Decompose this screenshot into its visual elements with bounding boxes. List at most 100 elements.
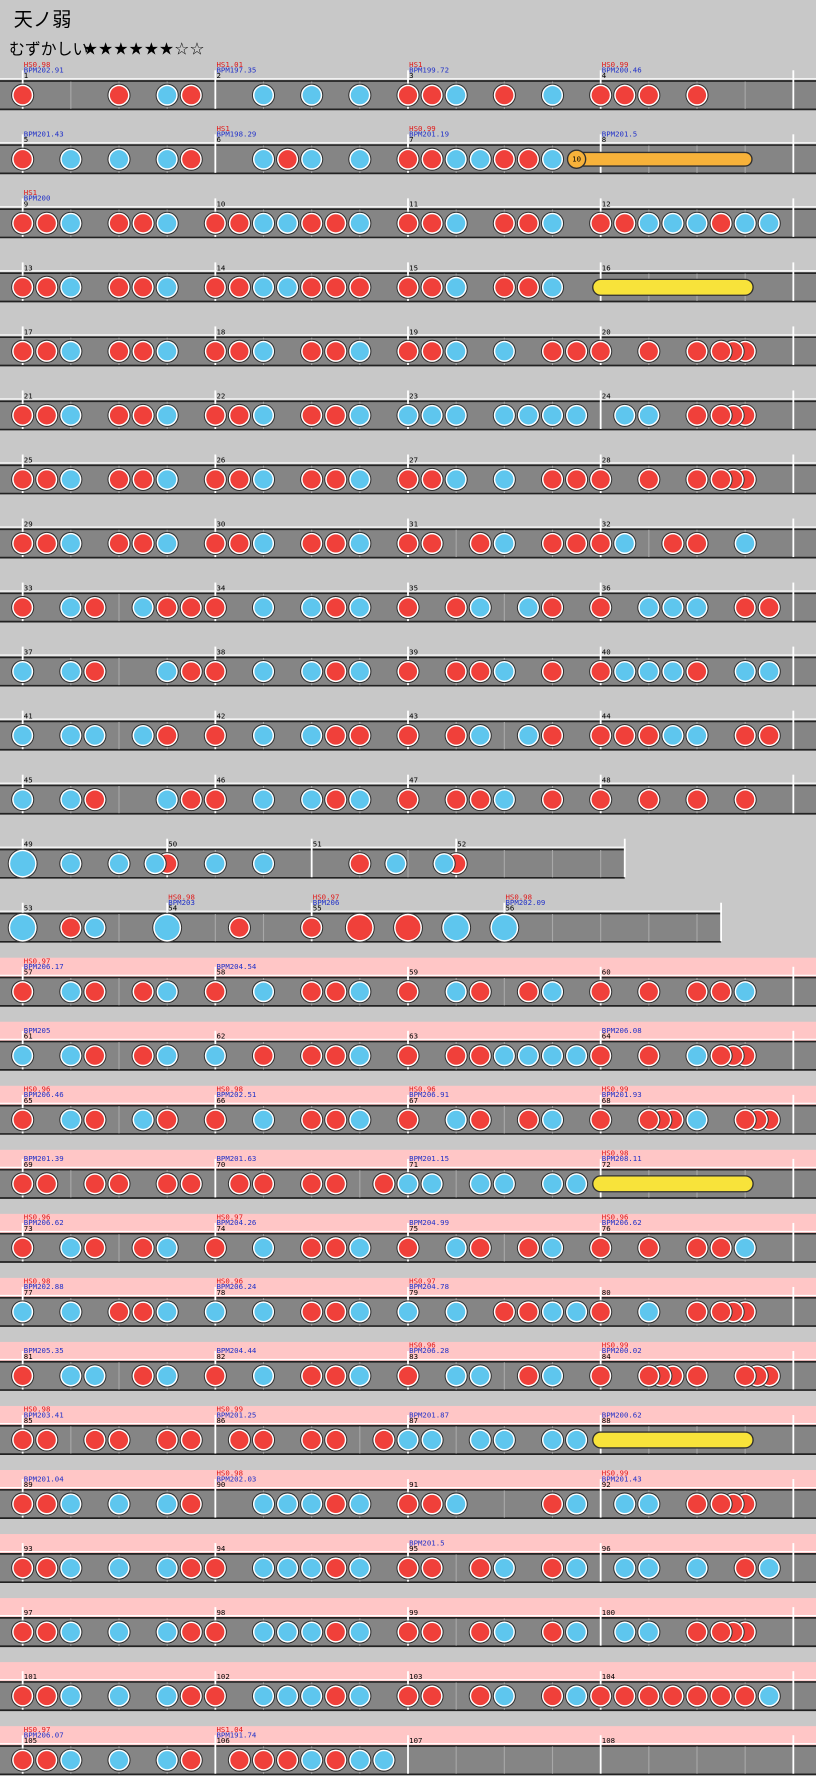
don-note <box>709 1684 733 1708</box>
note-face <box>302 1430 321 1450</box>
ka-note <box>516 724 540 748</box>
note-face <box>543 1046 562 1065</box>
note-face <box>109 1687 129 1706</box>
note-face <box>398 726 418 745</box>
note-face <box>13 1558 32 1578</box>
note-face <box>254 1751 273 1770</box>
roll-layer <box>592 278 754 296</box>
don-note <box>396 1108 420 1132</box>
note-face <box>254 1046 273 1065</box>
note-face <box>254 662 273 681</box>
scroll-speed: HS0.96 <box>602 1213 629 1222</box>
bpm-label: BPM191.74 <box>216 1730 256 1739</box>
note-face <box>85 598 104 617</box>
measure-number: 16 <box>602 263 611 272</box>
don-note <box>203 1108 227 1132</box>
note-layer <box>11 1236 757 1260</box>
note-face <box>543 1687 562 1706</box>
note-face <box>182 598 201 617</box>
don-note <box>516 147 540 171</box>
don-note <box>131 1236 155 1260</box>
note-face <box>109 406 129 425</box>
scroll-speed: HS0.99 <box>602 1469 629 1478</box>
note-face <box>326 1174 345 1193</box>
note-face <box>254 1687 273 1706</box>
don-note <box>107 1300 131 1324</box>
bpm-label: BPM206.08 <box>602 1026 642 1035</box>
note-face <box>326 1110 345 1129</box>
note-face <box>591 86 610 105</box>
bpm-label: BPM202.03 <box>216 1474 256 1483</box>
note-face <box>278 150 297 169</box>
ka-note <box>348 83 372 107</box>
bpm-label: BPM201.15 <box>409 1154 449 1163</box>
note-face <box>543 1238 562 1257</box>
measure-number: 37 <box>24 648 33 657</box>
note-layer <box>11 659 781 684</box>
note-face <box>736 534 755 553</box>
note-face <box>326 726 345 745</box>
note-face <box>61 342 80 361</box>
don-note <box>757 724 781 748</box>
don-note <box>709 1620 733 1644</box>
scroll-speed: HS0.98 <box>24 1277 51 1286</box>
note-face <box>471 726 490 745</box>
measure-number: 12 <box>602 199 611 208</box>
note-face <box>302 790 321 809</box>
ka-note <box>155 1364 179 1388</box>
ka-note <box>613 403 637 427</box>
ka-note <box>444 211 468 235</box>
don-note <box>179 1684 203 1708</box>
note-face <box>736 1366 755 1385</box>
don-note <box>685 980 709 1004</box>
measure-number: 84 <box>602 1352 611 1361</box>
don-note <box>300 1364 324 1388</box>
note-face <box>254 1174 273 1193</box>
measure-number: 24 <box>602 391 611 400</box>
don-note <box>179 1172 203 1196</box>
measure-number: 80 <box>602 1288 611 1297</box>
measure-number: 48 <box>602 776 611 785</box>
note-face <box>447 726 466 745</box>
note-layer <box>11 1748 396 1772</box>
don-note <box>107 1172 131 1196</box>
note-face <box>398 1110 418 1129</box>
ka-note <box>59 403 83 427</box>
don-note <box>393 912 423 943</box>
don-note <box>179 1428 203 1452</box>
note-face <box>712 1622 731 1642</box>
note-face <box>61 534 80 553</box>
don-note <box>203 788 227 812</box>
bpm-label: BPM205.35 <box>24 1346 64 1355</box>
note-face <box>302 278 321 297</box>
ka-note <box>492 659 516 684</box>
don-note <box>155 1172 179 1196</box>
measure-number: 56 <box>505 904 514 913</box>
don-note <box>492 275 516 299</box>
don-note <box>733 724 757 748</box>
scroll-speed: HS0.96 <box>24 1213 51 1222</box>
note-face <box>423 86 442 105</box>
note-face <box>206 790 225 809</box>
ka-note <box>540 211 565 235</box>
bpm-label: BPM201.19 <box>409 130 449 139</box>
note-face <box>61 982 80 1001</box>
note-face <box>712 1302 731 1321</box>
note-face <box>109 214 129 233</box>
note-face <box>109 150 129 169</box>
scroll-speed: HS0.98 <box>24 1405 51 1414</box>
note-face <box>158 1687 177 1706</box>
note-face <box>398 982 418 1001</box>
ka-note <box>59 659 83 684</box>
measure-number: 82 <box>216 1352 225 1361</box>
note-layer <box>11 1556 781 1580</box>
note-face <box>374 1751 393 1770</box>
note-face <box>639 1494 658 1514</box>
note-face <box>687 1558 707 1578</box>
don-note <box>300 1236 324 1260</box>
note-face <box>398 1622 418 1642</box>
note-face <box>350 1494 369 1514</box>
don-note <box>11 1556 35 1580</box>
note-face <box>760 598 779 617</box>
note-face <box>543 1110 562 1129</box>
